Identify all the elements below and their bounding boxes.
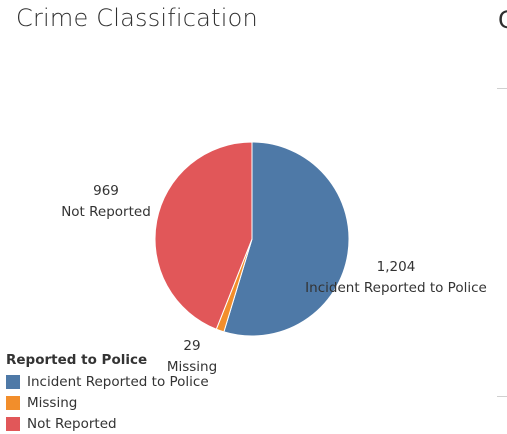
slice-value-label-not-reported: 969 [93, 183, 119, 199]
slice-value-label-incident-reported: 1,204 [377, 259, 416, 275]
pie-slice-not-reported[interactable] [154, 141, 253, 330]
legend-item-missing[interactable]: Missing [6, 392, 266, 413]
legend-item-label: Incident Reported to Police [27, 373, 209, 390]
legend-item-label: Not Reported [27, 415, 117, 432]
chart-title: Crime Classification [16, 4, 258, 32]
right-panel-divider-top [497, 88, 507, 89]
legend-swatch [6, 416, 20, 431]
slice-value-label-missing: 29 [183, 338, 200, 354]
next-panel-title-fragment: C [498, 6, 507, 34]
slice-category-label-not-reported: Not Reported [61, 204, 151, 220]
legend-item-not-reported[interactable]: Not Reported [6, 413, 266, 434]
pie-slice-incident-reported[interactable] [223, 141, 350, 337]
legend-item-incident-reported[interactable]: Incident Reported to Police [6, 371, 266, 392]
legend-swatch [6, 395, 20, 410]
slice-category-label-incident-reported: Incident Reported to Police [305, 280, 487, 296]
legend-swatch [6, 374, 20, 389]
right-panel-divider-bottom [497, 396, 507, 397]
legend-title: Reported to Police [6, 352, 148, 368]
slice-category-label-missing: Missing [167, 359, 217, 375]
legend: Reported to Police Incident Reported to … [6, 352, 266, 434]
legend-item-label: Missing [27, 394, 78, 411]
